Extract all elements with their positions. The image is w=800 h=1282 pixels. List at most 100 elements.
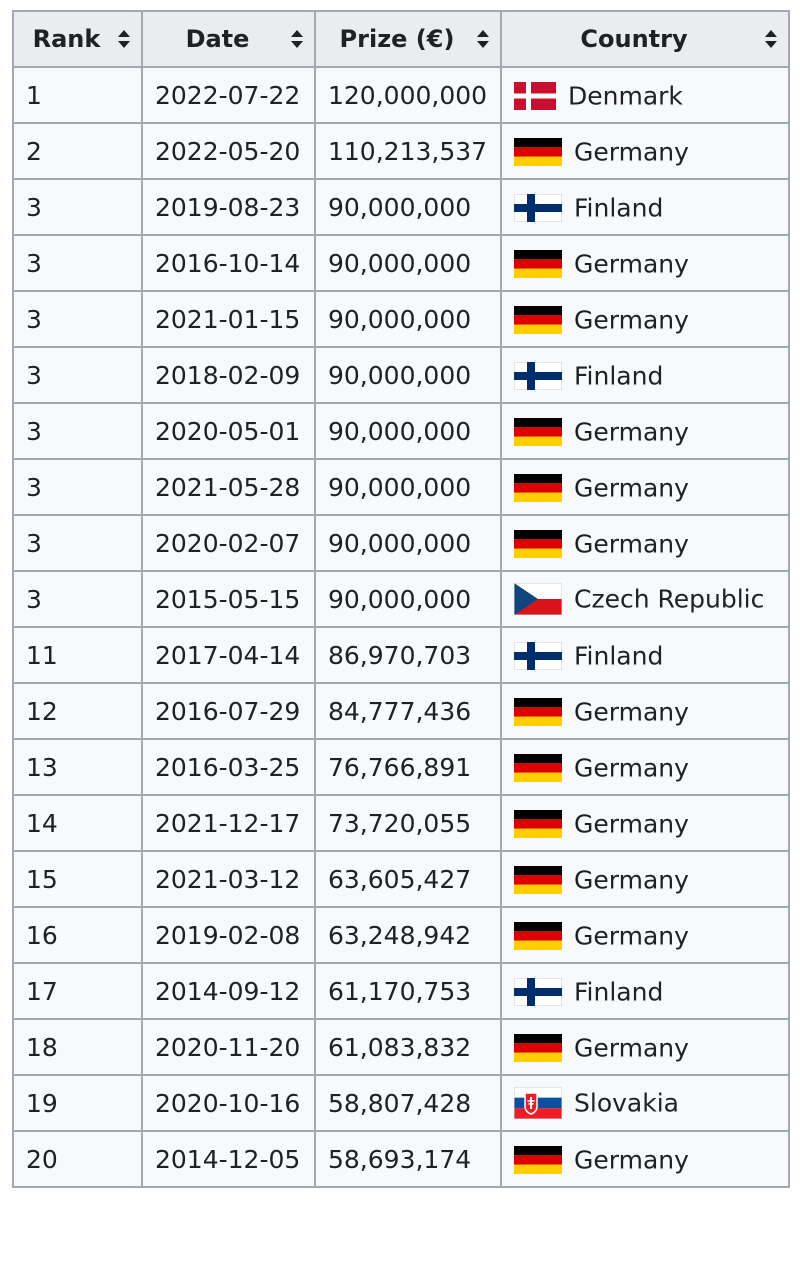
country-cell: Finland xyxy=(500,962,790,1020)
prize-cell: 84,777,436 xyxy=(314,682,502,740)
country-name[interactable]: Germany xyxy=(574,809,689,839)
column-header-label: Rank xyxy=(32,25,101,53)
country-name[interactable]: Germany xyxy=(574,1033,689,1063)
country-name[interactable]: Denmark xyxy=(568,81,683,111)
date-cell: 2017-04-14 xyxy=(141,626,316,684)
date-cell: 2021-12-17 xyxy=(141,794,316,852)
country-cell: Germany xyxy=(500,794,790,852)
table-row: 3 2018-02-09 90,000,000 Finland xyxy=(12,346,790,404)
country-cell: Germany xyxy=(500,458,790,516)
country-name[interactable]: Germany xyxy=(574,473,689,503)
rank-cell: 15 xyxy=(12,850,143,908)
table-row: 3 2021-01-15 90,000,000 Germany xyxy=(12,290,790,348)
date-cell: 2019-08-23 xyxy=(141,178,316,236)
date-cell: 2020-11-20 xyxy=(141,1018,316,1076)
table-row: 3 2016-10-14 90,000,000 Germany xyxy=(12,234,790,292)
prize-cell: 76,766,891 xyxy=(314,738,502,796)
rank-cell: 17 xyxy=(12,962,143,1020)
table-row: 2 2022-05-20 110,213,537 Germany xyxy=(12,122,790,180)
date-cell: 2021-01-15 xyxy=(141,290,316,348)
country-name[interactable]: Finland xyxy=(574,977,664,1007)
sort-icon[interactable] xyxy=(764,29,778,49)
date-cell: 2015-05-15 xyxy=(141,570,316,628)
column-header-label: Prize (€) xyxy=(339,25,455,53)
country-name[interactable]: Germany xyxy=(574,753,689,783)
germany-flag xyxy=(514,249,562,278)
country-cell: Germany xyxy=(500,906,790,964)
prize-cell: 61,083,832 xyxy=(314,1018,502,1076)
table-row: 3 2021-05-28 90,000,000 Germany xyxy=(12,458,790,516)
country-cell: Germany xyxy=(500,514,790,572)
table-row: 20 2014-12-05 58,693,174 Germany xyxy=(12,1130,790,1188)
header-row: Rank Date Prize (€) Country xyxy=(12,10,790,68)
column-header-country[interactable]: Country xyxy=(500,10,790,68)
country-name[interactable]: Germany xyxy=(574,137,689,167)
sort-icon[interactable] xyxy=(476,29,490,49)
table-row: 18 2020-11-20 61,083,832 Germany xyxy=(12,1018,790,1076)
country-name[interactable]: Germany xyxy=(574,921,689,951)
rank-cell: 14 xyxy=(12,794,143,852)
germany-flag xyxy=(514,529,562,558)
germany-flag xyxy=(514,865,562,894)
finland-flag xyxy=(514,361,562,390)
date-cell: 2020-02-07 xyxy=(141,514,316,572)
rank-cell: 3 xyxy=(12,570,143,628)
jackpot-table: Rank Date Prize (€) Country 1 2022-07-22 1… xyxy=(12,10,790,1188)
rank-cell: 3 xyxy=(12,514,143,572)
country-name[interactable]: Finland xyxy=(574,361,664,391)
country-name[interactable]: Germany xyxy=(574,697,689,727)
country-cell: Germany xyxy=(500,290,790,348)
table-row: 17 2014-09-12 61,170,753 Finland xyxy=(12,962,790,1020)
country-name[interactable]: Germany xyxy=(574,417,689,447)
slovakia-flag xyxy=(514,1087,562,1119)
date-cell: 2020-05-01 xyxy=(141,402,316,460)
country-name[interactable]: Germany xyxy=(574,1145,689,1175)
country-name[interactable]: Germany xyxy=(574,529,689,559)
prize-cell: 58,807,428 xyxy=(314,1074,502,1132)
country-cell: Germany xyxy=(500,850,790,908)
date-cell: 2016-03-25 xyxy=(141,738,316,796)
germany-flag xyxy=(514,809,562,838)
sort-icon[interactable] xyxy=(117,29,131,49)
prize-cell: 90,000,000 xyxy=(314,178,502,236)
rank-cell: 3 xyxy=(12,402,143,460)
date-cell: 2016-10-14 xyxy=(141,234,316,292)
country-name[interactable]: Finland xyxy=(574,193,664,223)
prize-cell: 73,720,055 xyxy=(314,794,502,852)
prize-cell: 90,000,000 xyxy=(314,234,502,292)
denmark-flag xyxy=(514,81,556,110)
country-name[interactable]: Germany xyxy=(574,249,689,279)
column-header-prize[interactable]: Prize (€) xyxy=(314,10,502,68)
finland-flag xyxy=(514,977,562,1006)
rank-cell: 1 xyxy=(12,66,143,124)
rank-cell: 11 xyxy=(12,626,143,684)
country-cell: Germany xyxy=(500,682,790,740)
germany-flag xyxy=(514,473,562,502)
country-name[interactable]: Germany xyxy=(574,305,689,335)
country-name[interactable]: Germany xyxy=(574,865,689,895)
country-cell: Czech Republic xyxy=(500,570,790,628)
country-name[interactable]: Czech Republic xyxy=(574,584,765,614)
germany-flag xyxy=(514,1033,562,1062)
prize-cell: 90,000,000 xyxy=(314,402,502,460)
column-header-rank[interactable]: Rank xyxy=(12,10,143,68)
prize-cell: 63,248,942 xyxy=(314,906,502,964)
table-row: 1 2022-07-22 120,000,000 Denmark xyxy=(12,66,790,124)
table-row: 13 2016-03-25 76,766,891 Germany xyxy=(12,738,790,796)
prize-cell: 58,693,174 xyxy=(314,1130,502,1188)
date-cell: 2022-07-22 xyxy=(141,66,316,124)
germany-flag xyxy=(514,921,562,950)
country-cell: Denmark xyxy=(500,66,790,124)
column-header-date[interactable]: Date xyxy=(141,10,316,68)
table-row: 3 2020-05-01 90,000,000 Germany xyxy=(12,402,790,460)
prize-cell: 90,000,000 xyxy=(314,458,502,516)
country-name[interactable]: Finland xyxy=(574,641,664,671)
table-row: 11 2017-04-14 86,970,703 Finland xyxy=(12,626,790,684)
column-header-label: Country xyxy=(580,25,688,53)
country-name[interactable]: Slovakia xyxy=(574,1088,679,1118)
germany-flag xyxy=(514,305,562,334)
table-row: 16 2019-02-08 63,248,942 Germany xyxy=(12,906,790,964)
sort-icon[interactable] xyxy=(290,29,304,49)
finland-flag xyxy=(514,193,562,222)
table-row: 19 2020-10-16 58,807,428 Slovakia xyxy=(12,1074,790,1132)
